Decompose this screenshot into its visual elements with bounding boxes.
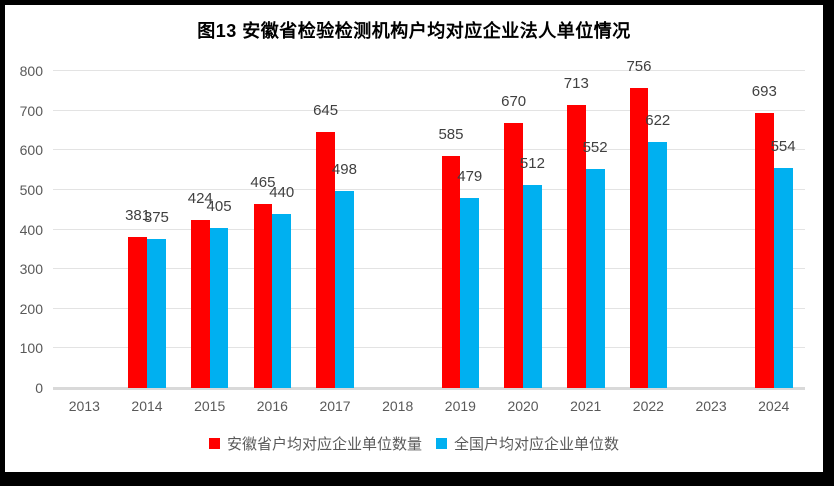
category-2013 <box>53 71 116 388</box>
legend-label-national: 全国户均对应企业单位数 <box>454 436 620 453</box>
gridline-500 <box>53 188 805 190</box>
bar-national-2014: 375 <box>144 210 169 388</box>
gridline-700 <box>53 109 805 111</box>
chart-title: 图13 安徽省检验检测机构户均对应企业法人单位情况 <box>197 21 631 41</box>
bar-anhui-2022: 756 <box>626 59 651 388</box>
x-tick-2013: 2013 <box>68 398 100 414</box>
bar-anhui-2016: 465 <box>250 175 275 388</box>
data-label-anhui-2021: 713 <box>563 75 589 93</box>
bar-anhui-2024: 693 <box>752 84 777 388</box>
bar-national-2016: 440 <box>269 185 294 388</box>
legend-swatch-national <box>436 438 447 449</box>
data-label-national-2021: 552 <box>582 139 608 157</box>
x-axis-line <box>53 387 805 390</box>
data-label-anhui-2019: 585 <box>438 126 464 144</box>
x-tick-2015: 2015 <box>194 398 226 414</box>
x-tick-2016: 2016 <box>256 398 288 414</box>
category-2020: 670 512 <box>492 71 555 388</box>
y-tick-400: 400 <box>19 221 43 238</box>
bar-national-2021: 552 <box>583 140 608 388</box>
gridline-400 <box>53 228 805 230</box>
category-2019: 585 479 <box>429 71 492 388</box>
legend-label-anhui: 安徽省户均对应企业单位数量 <box>226 436 422 453</box>
x-tick-2024: 2024 <box>758 398 790 414</box>
legend: 安徽省户均对应企业单位数量 全国户均对应企业单位数 <box>5 433 823 454</box>
data-label-anhui-2024: 693 <box>751 83 777 101</box>
y-tick-0: 0 <box>35 380 43 396</box>
y-tick-500: 500 <box>19 181 43 198</box>
x-tick-2022: 2022 <box>632 398 664 414</box>
data-label-anhui-2017: 645 <box>313 102 339 120</box>
y-axis: 0 100 200 300 400 500 600 700 800 <box>5 63 43 396</box>
y-tick-100: 100 <box>19 340 43 357</box>
bar-anhui-2014: 381 <box>125 208 150 388</box>
bar-national-2024: 554 <box>771 139 796 388</box>
bar-anhui-2019: 585 <box>438 127 463 388</box>
y-tick-300: 300 <box>19 261 43 278</box>
plot-area: 381 375 424 405 465 440 645 498 585 479 670 512 713 5… <box>53 59 805 390</box>
bar-national-2015: 405 <box>207 199 232 388</box>
y-tick-600: 600 <box>19 142 43 159</box>
category-2016: 465 440 <box>241 71 304 388</box>
bar-anhui-2021: 713 <box>564 76 589 388</box>
y-tick-700: 700 <box>19 102 43 119</box>
category-2018 <box>366 71 429 388</box>
bar-national-2020: 512 <box>520 156 545 388</box>
bar-national-2017: 498 <box>332 162 357 388</box>
data-label-anhui-2020: 670 <box>501 92 527 110</box>
y-tick-800: 800 <box>19 63 43 79</box>
x-tick-2020: 2020 <box>507 398 539 414</box>
category-2015: 424 405 <box>178 71 241 388</box>
data-label-national-2014: 375 <box>143 209 169 227</box>
data-label-national-2019: 479 <box>457 168 483 186</box>
gridline-200 <box>53 307 805 309</box>
x-axis: 2013 2014 2015 2016 2017 2018 2019 2020 2021 2022… <box>53 398 805 414</box>
gridline-100 <box>53 347 805 349</box>
bar-national-2022: 622 <box>645 113 670 388</box>
y-tick-200: 200 <box>19 300 43 317</box>
legend-item-national: 全国户均对应企业单位数 <box>436 433 619 454</box>
category-2017: 645 498 <box>304 71 367 388</box>
legend-item-anhui: 安徽省户均对应企业单位数量 <box>208 433 422 454</box>
data-label-national-2016: 440 <box>269 183 295 201</box>
gridline-300 <box>53 268 805 270</box>
gridline-600 <box>53 149 805 151</box>
category-2024: 693 554 <box>742 71 805 388</box>
data-label-anhui-2016: 465 <box>250 173 276 191</box>
x-tick-2014: 2014 <box>131 398 163 414</box>
data-label-national-2020: 512 <box>519 155 545 173</box>
x-tick-2017: 2017 <box>319 398 351 414</box>
legend-swatch-anhui <box>208 438 220 449</box>
bar-anhui-2020: 670 <box>501 94 526 388</box>
category-2021: 713 552 <box>554 71 617 388</box>
data-label-national-2015: 405 <box>206 197 232 215</box>
bar-anhui-2017: 645 <box>313 103 338 388</box>
data-label-anhui-2015: 424 <box>187 190 213 207</box>
x-tick-2018: 2018 <box>382 398 414 414</box>
gridline-800 <box>53 70 805 71</box>
data-label-anhui-2022: 756 <box>626 58 652 76</box>
x-tick-2021: 2021 <box>570 398 602 414</box>
category-2014: 381 375 <box>116 71 179 388</box>
x-tick-2019: 2019 <box>444 398 476 414</box>
data-label-anhui-2014: 381 <box>125 207 151 225</box>
data-label-national-2017: 498 <box>331 160 357 178</box>
bar-national-2019: 479 <box>457 169 482 388</box>
data-label-national-2022: 622 <box>645 111 671 129</box>
category-2022: 756 622 <box>617 59 680 388</box>
bar-anhui-2015: 424 <box>188 191 213 388</box>
data-label-national-2024: 554 <box>770 138 796 156</box>
category-2023 <box>680 71 743 388</box>
x-tick-2023: 2023 <box>695 398 727 414</box>
